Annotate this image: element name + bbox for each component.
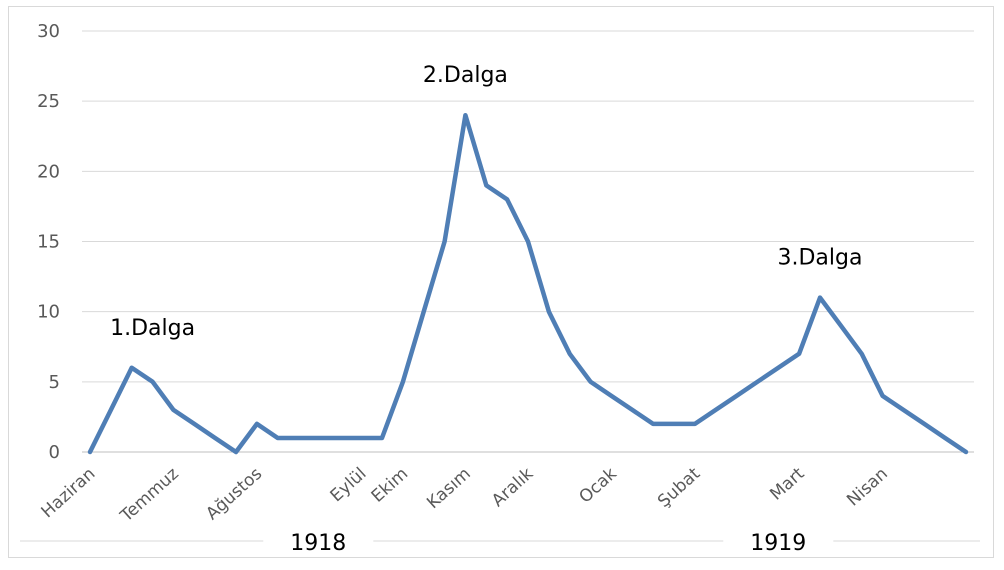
y-tick-label: 15	[37, 232, 60, 253]
x-tick-label: Aralık	[488, 464, 537, 511]
x-tick-label: Şubat	[654, 464, 704, 512]
y-tick-label: 0	[49, 442, 60, 463]
y-tick-label: 5	[49, 372, 60, 393]
y-tick-label: 20	[37, 161, 60, 182]
series-line	[87, 112, 969, 455]
x-tick-label: Mart	[766, 464, 808, 505]
y-tick-label: 30	[37, 21, 60, 42]
chart-frame	[8, 6, 994, 558]
year-axis: 1918 1919	[20, 529, 980, 556]
x-tick-label: Ekim	[368, 464, 413, 507]
annotations: 1.Dalga 2.Dalga 3.Dalga	[110, 63, 862, 341]
series	[87, 112, 969, 455]
x-tick-label: Nisan	[843, 464, 892, 511]
y-tick-label: 25	[37, 91, 60, 112]
x-tick-label: Ocak	[575, 464, 620, 508]
gridlines	[82, 30, 974, 453]
year-label: 1918	[290, 531, 346, 556]
annotation-label: 2.Dalga	[423, 63, 508, 88]
x-tick-label: Eylül	[327, 464, 371, 506]
annotation-label: 1.Dalga	[110, 316, 195, 341]
x-tick-label: Haziran	[38, 464, 100, 522]
x-tick-label: Kasım	[423, 464, 475, 513]
year-label-bg	[723, 529, 834, 555]
year-label: 1919	[750, 531, 806, 556]
x-tick-label: Ağustos	[202, 464, 266, 524]
y-axis-ticks: 0 5 10 15 20 25 30	[37, 21, 60, 463]
x-tick-label: Temmuz	[116, 464, 183, 527]
annotation-label: 3.Dalga	[778, 246, 863, 271]
year-label-bg	[263, 529, 374, 555]
y-tick-label: 10	[37, 302, 60, 323]
